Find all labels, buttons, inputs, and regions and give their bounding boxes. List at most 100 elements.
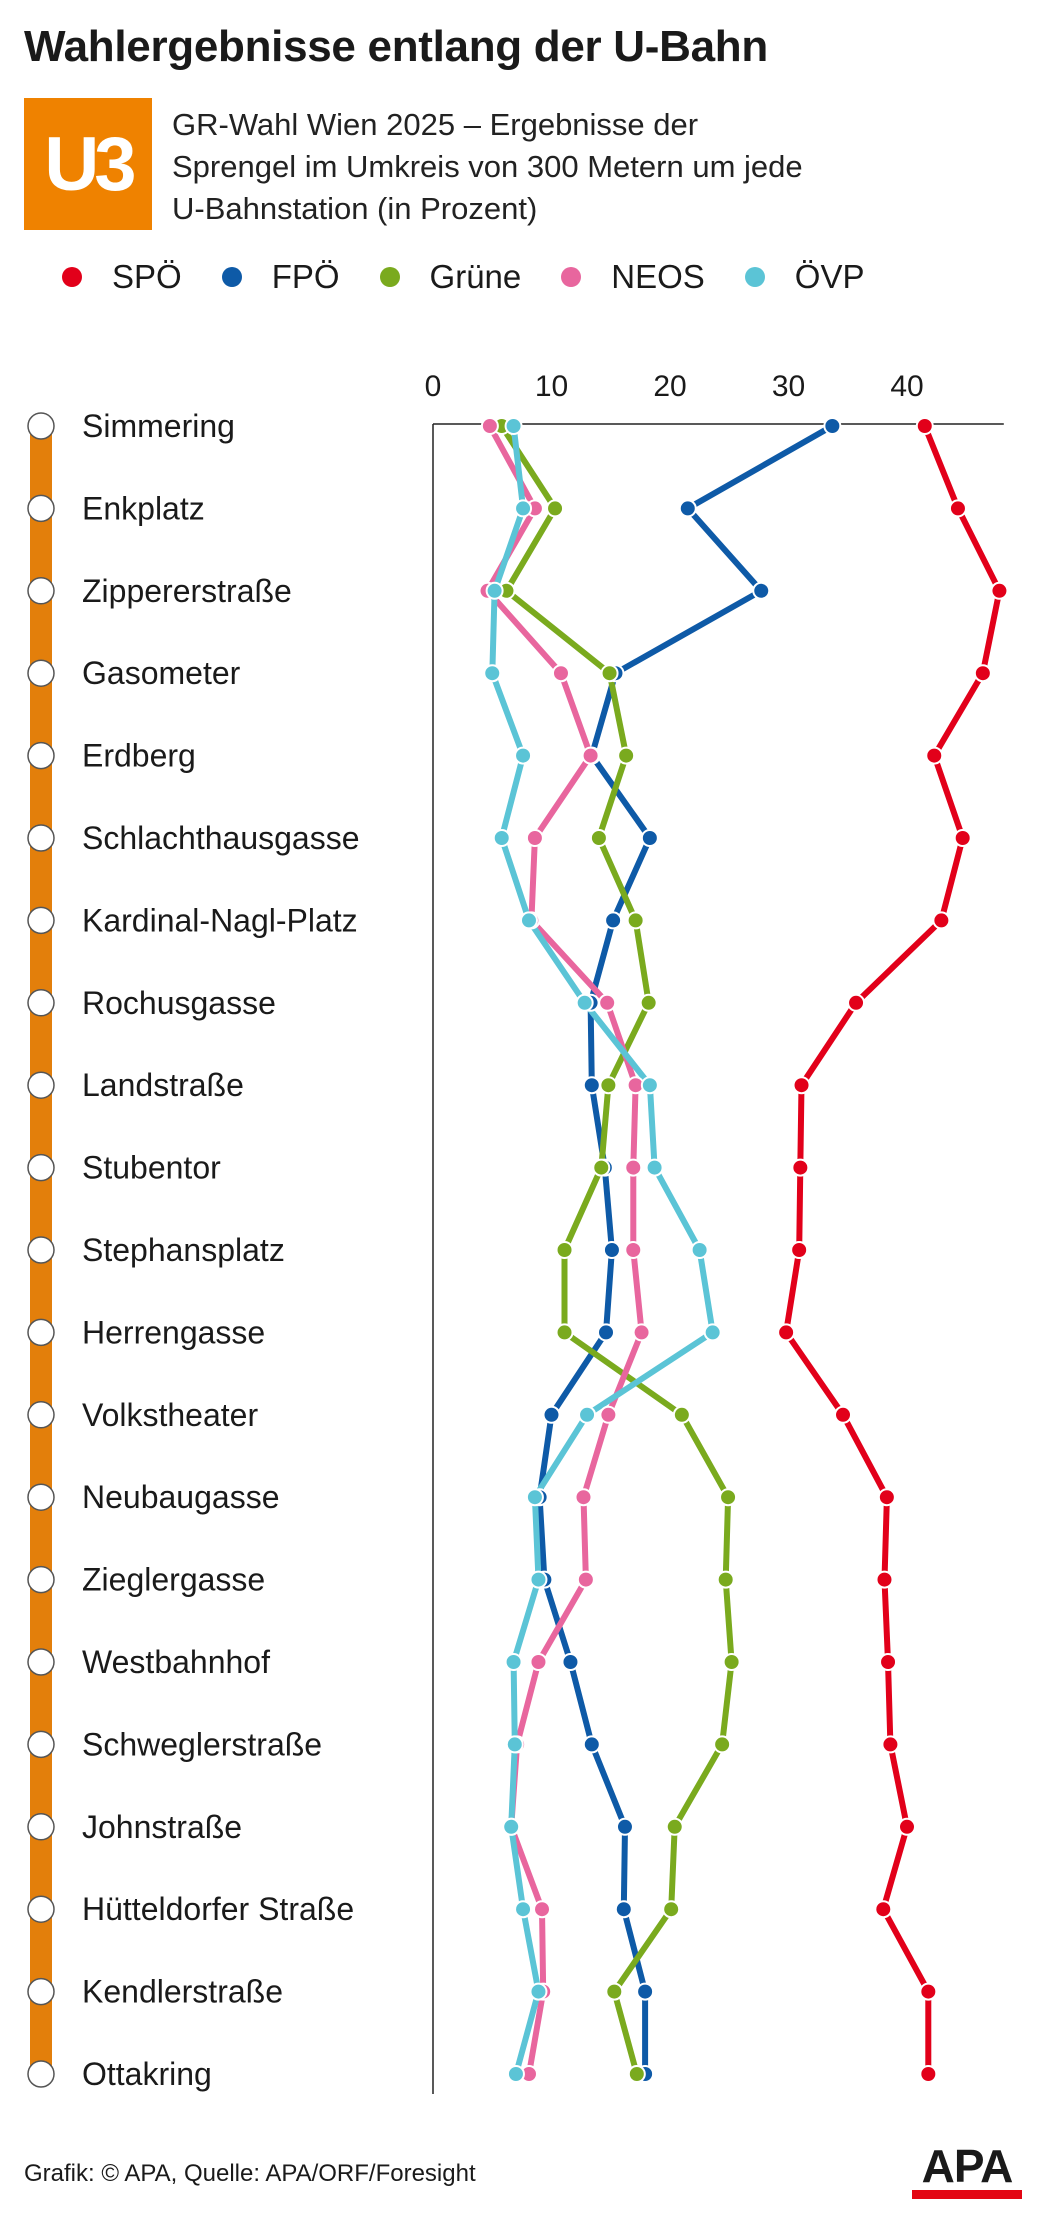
data-point <box>627 2065 646 2083</box>
station-label: Rochusgasse <box>82 985 276 1021</box>
data-point <box>575 993 594 1012</box>
data-point <box>598 993 617 1012</box>
data-point <box>578 1405 597 1424</box>
data-point <box>592 1158 611 1177</box>
data-point <box>632 1323 651 1342</box>
station-marker <box>27 2060 55 2088</box>
data-point <box>600 664 619 683</box>
data-point <box>483 664 502 683</box>
station-label: Westbahnhof <box>82 1644 270 1680</box>
station-label: Kardinal-Nagl-Platz <box>82 902 358 938</box>
data-point <box>581 746 600 765</box>
legend-label-oevp: ÖVP <box>794 258 865 295</box>
apa-logo: APA <box>912 2140 1022 2199</box>
data-point <box>605 1982 624 2001</box>
station-label: Zieglergasse <box>82 1562 265 1598</box>
station-label: Hütteldorfer Straße <box>82 1891 354 1927</box>
data-point <box>919 2065 938 2083</box>
data-point <box>525 1488 544 1507</box>
data-point <box>722 1653 741 1671</box>
data-point <box>624 1158 643 1177</box>
data-point <box>640 1076 659 1095</box>
data-point <box>604 911 623 930</box>
data-point <box>617 746 636 765</box>
data-point <box>973 664 992 683</box>
station-marker <box>27 906 55 935</box>
data-point <box>599 1405 618 1424</box>
legend-item-neos: NEOS <box>561 258 705 296</box>
station-label: Simmering <box>82 408 235 444</box>
data-point <box>713 1735 732 1754</box>
data-point <box>519 911 538 930</box>
data-point <box>665 1817 684 1836</box>
station-results-chart: 0 10 20 30 40 Simmering Enkplatz Zippererstraße… <box>27 370 1009 2094</box>
legend-label-fpoe: FPÖ <box>271 258 340 295</box>
page-title: Wahlergebnisse entlang der U-Bahn <box>24 22 768 71</box>
station-marker <box>27 824 55 852</box>
data-point <box>582 1076 601 1095</box>
data-point <box>932 911 951 930</box>
data-point <box>792 1076 811 1095</box>
station-marker <box>27 577 55 605</box>
station-marker <box>27 1318 55 1347</box>
station-marker <box>27 1153 55 1182</box>
u3-line-badge: U3 <box>24 98 152 230</box>
data-point <box>576 1570 595 1589</box>
data-point <box>703 1323 722 1342</box>
station-marker <box>27 1813 55 1841</box>
station-label: Enkplatz <box>82 490 205 526</box>
station-marker <box>27 741 55 770</box>
legend-item-spoe: SPÖ <box>62 258 182 296</box>
data-point <box>505 1735 524 1754</box>
legend-item-fpoe: FPÖ <box>221 258 340 296</box>
data-point <box>877 1488 896 1507</box>
data-point <box>777 1323 796 1342</box>
station-label: Johnstraße <box>82 1809 242 1845</box>
legend-dot-spoe <box>62 267 82 287</box>
data-point <box>574 1488 593 1507</box>
data-point <box>615 1817 634 1836</box>
data-point <box>690 1241 709 1259</box>
data-point <box>881 1735 900 1754</box>
data-point <box>614 1900 633 1919</box>
data-point <box>602 1241 621 1259</box>
data-point <box>514 746 533 765</box>
station-marker <box>27 1401 55 1429</box>
data-point <box>879 1653 898 1671</box>
data-point <box>506 2065 525 2083</box>
data-point <box>502 1817 521 1836</box>
data-point <box>719 1488 738 1507</box>
data-point <box>791 1158 810 1177</box>
data-point <box>847 993 866 1012</box>
legend-dot-oevp <box>744 267 765 287</box>
data-point <box>480 417 499 435</box>
station-label: Gasometer <box>82 655 241 691</box>
data-point <box>555 1323 574 1342</box>
data-point <box>542 1405 561 1424</box>
data-point <box>639 993 658 1012</box>
source-footer: Grafik: © APA, Quelle: APA/ORF/Foresight <box>24 2160 476 2187</box>
station-marker <box>27 1730 55 1759</box>
data-point <box>529 1570 548 1589</box>
data-point <box>561 1653 580 1671</box>
data-point <box>716 1570 735 1589</box>
data-point <box>678 499 697 518</box>
station-label: Ottakring <box>82 2056 212 2092</box>
data-point <box>525 829 544 847</box>
legend-label-gruene: Grüne <box>429 258 522 295</box>
x-tick-label: 20 <box>653 370 686 403</box>
x-tick-label: 30 <box>772 370 805 403</box>
data-point <box>990 581 1009 600</box>
data-point <box>915 417 934 435</box>
data-point <box>529 1653 548 1671</box>
data-point <box>898 1817 916 1836</box>
data-point <box>597 1323 616 1342</box>
station-marker <box>27 1236 55 1264</box>
station-label: Schlachthausgasse <box>82 820 360 856</box>
legend-label-spoe: SPÖ <box>112 258 182 295</box>
chart-subtitle: GR-Wahl Wien 2025 – Ergebnisse der Spren… <box>172 107 803 226</box>
station-label: Stubentor <box>82 1150 221 1186</box>
data-point <box>626 911 645 930</box>
data-point <box>834 1405 853 1424</box>
station-label: Volkstheater <box>82 1397 258 1433</box>
